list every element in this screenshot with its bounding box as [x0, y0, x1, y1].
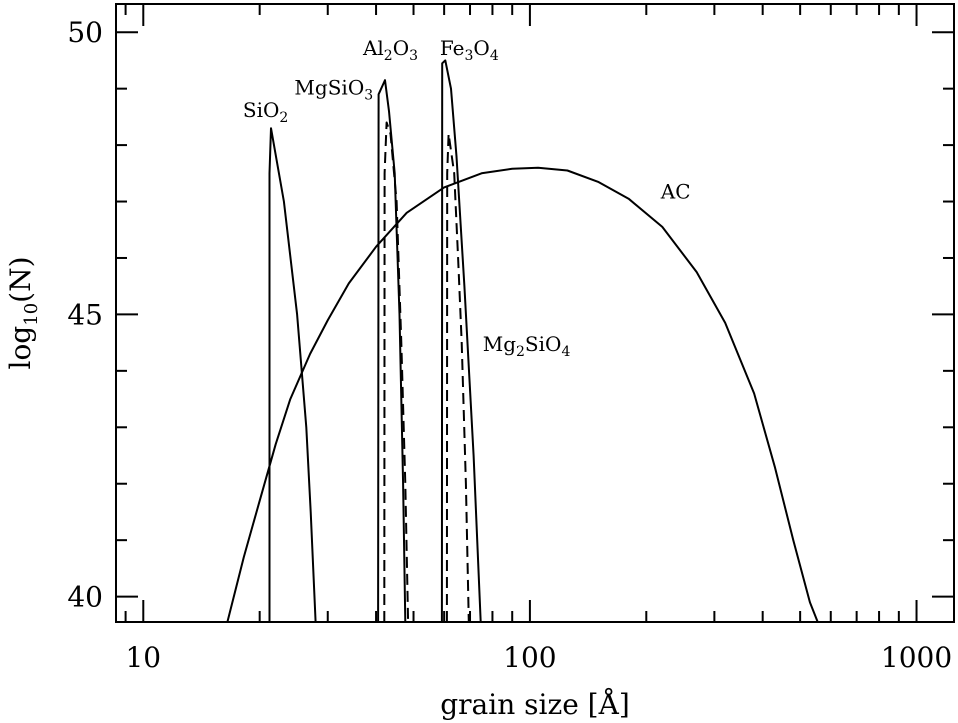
y-tick-label-40: 40: [67, 581, 103, 614]
x-tick-label-1000: 1000: [881, 641, 952, 674]
curve-mgsio3: [377, 79, 407, 623]
curve-ac: [226, 166, 819, 623]
curve-label-ac: AC: [660, 180, 691, 204]
x-tick-label-10: 10: [125, 641, 161, 674]
curve-label-sio2: SiO2: [243, 98, 288, 126]
y-axis-title: log10(N): [4, 256, 42, 369]
curves: [226, 59, 819, 623]
y-tick-label-50: 50: [67, 16, 103, 49]
curve-sio2: [268, 127, 317, 623]
x-tick-label-100: 100: [503, 641, 556, 674]
curve-label-fe3o4: Fe3O4: [440, 36, 499, 64]
curve-mg2sio4: [445, 132, 470, 623]
curve-label-mg2sio4: Mg2SiO4: [483, 332, 571, 360]
x-axis-title: grain size [Å]: [440, 688, 630, 721]
curve-al2o3: [383, 121, 410, 623]
axis-tick-labels: 10 100 1000 40 45 50: [67, 16, 952, 674]
plot-frame: [115, 3, 955, 623]
axis-ticks: [116, 4, 954, 622]
curve-label-al2o3: Al2O3: [362, 36, 418, 64]
curve-fe3o4: [440, 59, 482, 623]
curve-label-mgsio3: MgSiO3: [294, 75, 373, 103]
y-tick-label-45: 45: [67, 298, 103, 331]
